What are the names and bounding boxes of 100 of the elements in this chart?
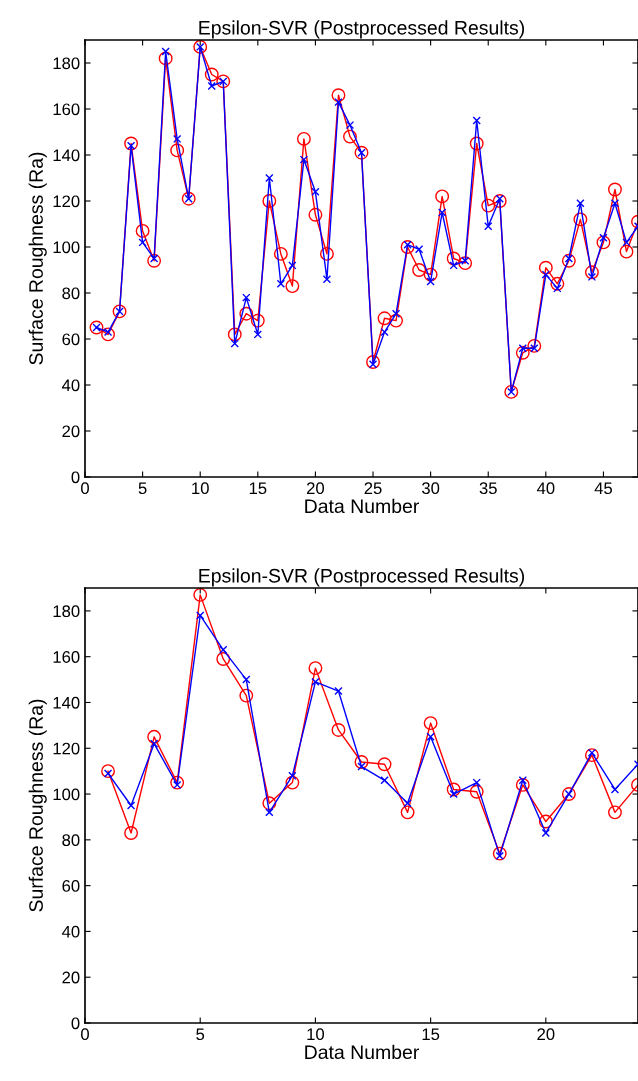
- point: [380, 776, 389, 785]
- point: [101, 327, 115, 342]
- point: [550, 276, 565, 291]
- point: [322, 275, 332, 284]
- point: [622, 238, 631, 247]
- x-tick-label: 0: [81, 1028, 89, 1041]
- point: [587, 748, 597, 758]
- point: [584, 265, 599, 280]
- point: [426, 277, 435, 286]
- y-tick-label: 100: [53, 241, 80, 254]
- point: [242, 675, 251, 684]
- y-tick-label: 140: [53, 149, 80, 162]
- point: [242, 293, 251, 302]
- point: [446, 251, 461, 266]
- point: [216, 652, 231, 666]
- point: [596, 235, 611, 250]
- point: [368, 360, 378, 369]
- point: [103, 769, 113, 778]
- point: [193, 588, 208, 602]
- y-tick-label: 160: [53, 651, 80, 663]
- point: [147, 253, 162, 268]
- x-tick-label: 40: [536, 482, 555, 495]
- point: [469, 136, 484, 151]
- point: [262, 194, 277, 208]
- x-tick-label: 0: [81, 482, 89, 495]
- point: [334, 686, 343, 696]
- point: [610, 785, 620, 794]
- point: [391, 309, 401, 318]
- point: [515, 345, 530, 360]
- point: [147, 729, 162, 744]
- x-tick-label: 20: [537, 1028, 555, 1041]
- y-tick-label: 0: [71, 471, 80, 484]
- point: [265, 808, 274, 817]
- point: [354, 755, 369, 769]
- point: [265, 173, 274, 183]
- y-tick-label: 120: [53, 195, 80, 208]
- point: [584, 748, 599, 763]
- point: [239, 688, 254, 703]
- x-tick-label: 35: [479, 482, 497, 495]
- point: [515, 777, 530, 792]
- point: [380, 327, 389, 337]
- point: [389, 313, 404, 328]
- point: [126, 801, 136, 810]
- x-axis-title: Data Number: [305, 1044, 419, 1060]
- point: [204, 67, 219, 82]
- point: [527, 338, 542, 353]
- x-tick-label: 25: [364, 482, 382, 495]
- point: [170, 143, 185, 158]
- y-tick-label: 20: [62, 425, 80, 438]
- point: [366, 355, 380, 369]
- point: [573, 212, 588, 227]
- point: [469, 784, 484, 799]
- point: [608, 805, 622, 820]
- x-axis-title: Data Number: [305, 498, 419, 514]
- x-tick-label: 30: [421, 482, 440, 495]
- y-tick-label: 160: [53, 103, 80, 116]
- point: [158, 51, 173, 66]
- point: [331, 723, 346, 737]
- point: [484, 222, 493, 231]
- x-tick-label: 15: [422, 1028, 440, 1041]
- y-tick-label: 80: [62, 834, 80, 847]
- point: [285, 279, 300, 294]
- x-tick-label: 5: [138, 482, 147, 495]
- point: [343, 129, 357, 144]
- point: [412, 263, 427, 277]
- y-tick-label: 120: [53, 742, 80, 755]
- point: [319, 246, 334, 261]
- point: [423, 267, 438, 282]
- point: [377, 757, 392, 772]
- y-tick-label: 40: [61, 925, 80, 938]
- point: [472, 778, 481, 787]
- y-tick-label: 40: [61, 379, 80, 392]
- x-tick-label: 20: [306, 482, 325, 495]
- point: [334, 97, 343, 107]
- y-axis-title: Surface Roughness (Ra): [28, 152, 47, 365]
- y-tick-label: 180: [53, 605, 80, 618]
- point: [449, 261, 458, 270]
- point: [124, 826, 139, 840]
- point: [619, 244, 634, 259]
- point: [311, 677, 320, 687]
- point: [345, 120, 355, 130]
- point: [458, 256, 473, 271]
- point: [227, 327, 242, 342]
- point: [576, 199, 585, 208]
- point: [599, 233, 608, 242]
- point: [262, 796, 277, 811]
- point: [541, 270, 551, 279]
- point: [253, 330, 262, 339]
- point: [331, 88, 346, 103]
- point: [196, 611, 205, 620]
- chart-title: Epsilon-SVR (Postprocessed Results): [199, 20, 525, 39]
- point: [285, 775, 300, 790]
- point: [610, 199, 620, 208]
- point: [481, 198, 496, 213]
- chart-title: Epsilon-SVR (Postprocessed Results): [199, 568, 525, 587]
- x-tick-label: 45: [594, 482, 613, 495]
- point: [400, 805, 415, 820]
- y-tick-label: 20: [62, 971, 80, 984]
- point: [446, 782, 461, 797]
- x-tick-label: 5: [196, 1028, 205, 1041]
